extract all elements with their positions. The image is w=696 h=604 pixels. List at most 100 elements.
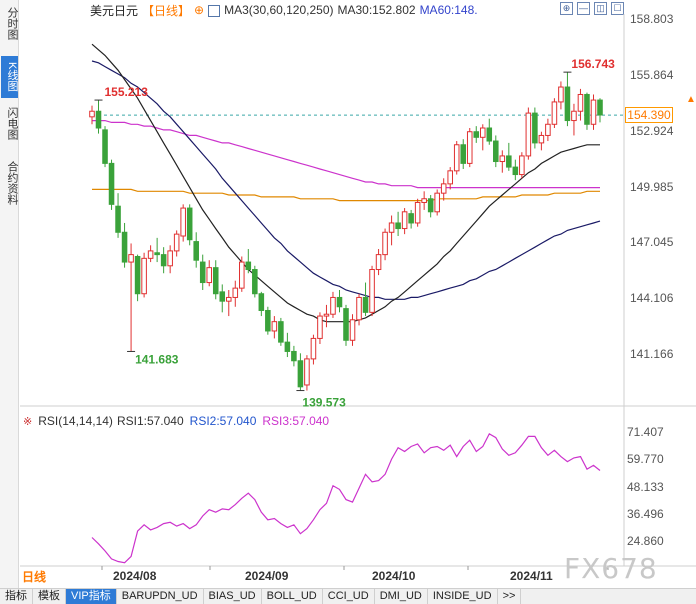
rsi2-value: RSI2:57.040: [189, 414, 257, 428]
candle-body: [199, 261, 206, 284]
rsi-settings-icon[interactable]: ※: [23, 415, 33, 428]
tab-bias[interactable]: BIAS_UD: [204, 589, 262, 604]
maximize-icon[interactable]: ☐: [611, 2, 624, 15]
tab-barupdn[interactable]: BARUPDN_UD: [117, 589, 204, 604]
tab-indicators[interactable]: 指标: [0, 589, 33, 604]
candle-body: [577, 93, 584, 112]
candle-body: [232, 287, 239, 298]
ma60-value: MA60:148.: [419, 3, 478, 17]
tab-boll[interactable]: BOLL_UD: [262, 589, 323, 604]
rsi-tick: 59.770: [627, 452, 664, 466]
tab-vip-indicators[interactable]: VIP指标: [66, 589, 117, 604]
rsi-params: RSI(14,14,14): [38, 414, 113, 428]
ma-indicator-icon[interactable]: [208, 5, 221, 17]
candle-body: [193, 241, 199, 261]
tab-cci[interactable]: CCI_UD: [323, 589, 375, 604]
candle-body: [206, 267, 213, 284]
date-tick: 2024/11: [510, 569, 553, 583]
candle-body: [532, 112, 538, 144]
candle-body: [460, 144, 467, 164]
price-tick: 152.924: [630, 124, 674, 138]
zoom-out-icon[interactable]: —: [577, 2, 590, 15]
candle-body: [252, 269, 258, 295]
candle-body: [551, 101, 558, 125]
date-tick: 2024/10: [372, 569, 416, 583]
candle-body: [427, 198, 434, 213]
tab-kline[interactable]: K线图: [1, 56, 18, 98]
candle-body: [388, 222, 395, 233]
candle-body: [225, 296, 232, 302]
indicator-tab-bar: 指标 模板 VIP指标 BARUPDN_UD BIAS_UD BOLL_UD C…: [0, 588, 696, 604]
candle-body: [134, 255, 141, 295]
candle-body: [479, 127, 486, 138]
candle-body: [245, 261, 252, 271]
tab-templates[interactable]: 模板: [33, 589, 66, 604]
candle-body: [401, 211, 408, 230]
tab-inside[interactable]: INSIDE_UD: [428, 589, 498, 604]
candle-body: [590, 99, 597, 125]
ma30-line: [91, 43, 600, 323]
candle-body: [408, 213, 414, 224]
ma250-line: [92, 188, 600, 202]
candle-body: [317, 315, 323, 339]
date-tick: 2024/08: [113, 569, 157, 583]
period-selector[interactable]: 【日线】: [142, 3, 191, 18]
low-annotation-left: 141.683: [135, 352, 179, 366]
date-tick: 2024/09: [245, 569, 289, 583]
period-toggle-button[interactable]: 日线: [22, 570, 47, 584]
watermark-logo: FX678: [564, 552, 658, 585]
candle-body: [89, 110, 95, 118]
candle-body: [154, 252, 160, 256]
layout-icon[interactable]: ◫: [594, 2, 607, 15]
candle-body: [128, 254, 134, 263]
low-annotation: 139.573: [302, 396, 346, 410]
rsi-line: [91, 432, 601, 564]
candle-body: [239, 261, 245, 289]
candle-body: [453, 144, 460, 172]
candle-body: [121, 231, 128, 263]
candle-body: [584, 93, 590, 125]
candle-body: [538, 134, 545, 144]
candle-body: [219, 291, 226, 302]
candle-body: [147, 250, 154, 259]
candle-body: [160, 254, 167, 267]
candle-body: [304, 358, 310, 386]
candle-body: [545, 123, 551, 136]
candle-body: [108, 162, 115, 205]
rsi1-value: RSI1:57.040: [116, 414, 184, 428]
rsi-tick: 48.133: [627, 480, 664, 494]
ma-params-label: MA3(30,60,120,250): [224, 3, 334, 17]
candle-body: [102, 129, 108, 164]
price-tick: 155.864: [630, 68, 674, 82]
tab-more-button[interactable]: >>: [498, 589, 522, 604]
candle-body: [395, 222, 401, 230]
current-price-label: 154.390: [625, 107, 673, 123]
candle-body: [167, 250, 173, 267]
tab-time-sharing[interactable]: 分时图: [6, 6, 18, 40]
ma120-line: [92, 119, 600, 189]
candle-body: [447, 170, 453, 185]
settings-icon[interactable]: ⊕: [194, 3, 205, 17]
candle-body: [141, 257, 147, 295]
candle-body: [558, 86, 564, 103]
tab-lightning[interactable]: 闪电图: [6, 106, 18, 140]
ma30-value: MA30:152.802: [337, 3, 416, 17]
candle-body: [297, 360, 304, 388]
candle-body: [310, 337, 317, 360]
tab-dmi[interactable]: DMI_UD: [375, 589, 428, 604]
candle-body: [375, 254, 382, 271]
instrument-title: 美元日元: [90, 3, 139, 18]
candle-body: [369, 269, 375, 313]
tab-contract-info[interactable]: 合约资料: [6, 161, 18, 205]
candle-body: [421, 198, 427, 203]
crosshair-tool-icon[interactable]: ⊕: [560, 2, 573, 15]
candle-body: [414, 201, 421, 224]
candle-body: [336, 296, 343, 308]
candle-body: [382, 231, 388, 256]
candle-body: [499, 155, 506, 163]
candle-body: [180, 207, 186, 237]
candle-body: [330, 296, 336, 315]
high-annotation: 156.743: [571, 57, 615, 71]
rsi-tick: 36.496: [627, 507, 664, 521]
